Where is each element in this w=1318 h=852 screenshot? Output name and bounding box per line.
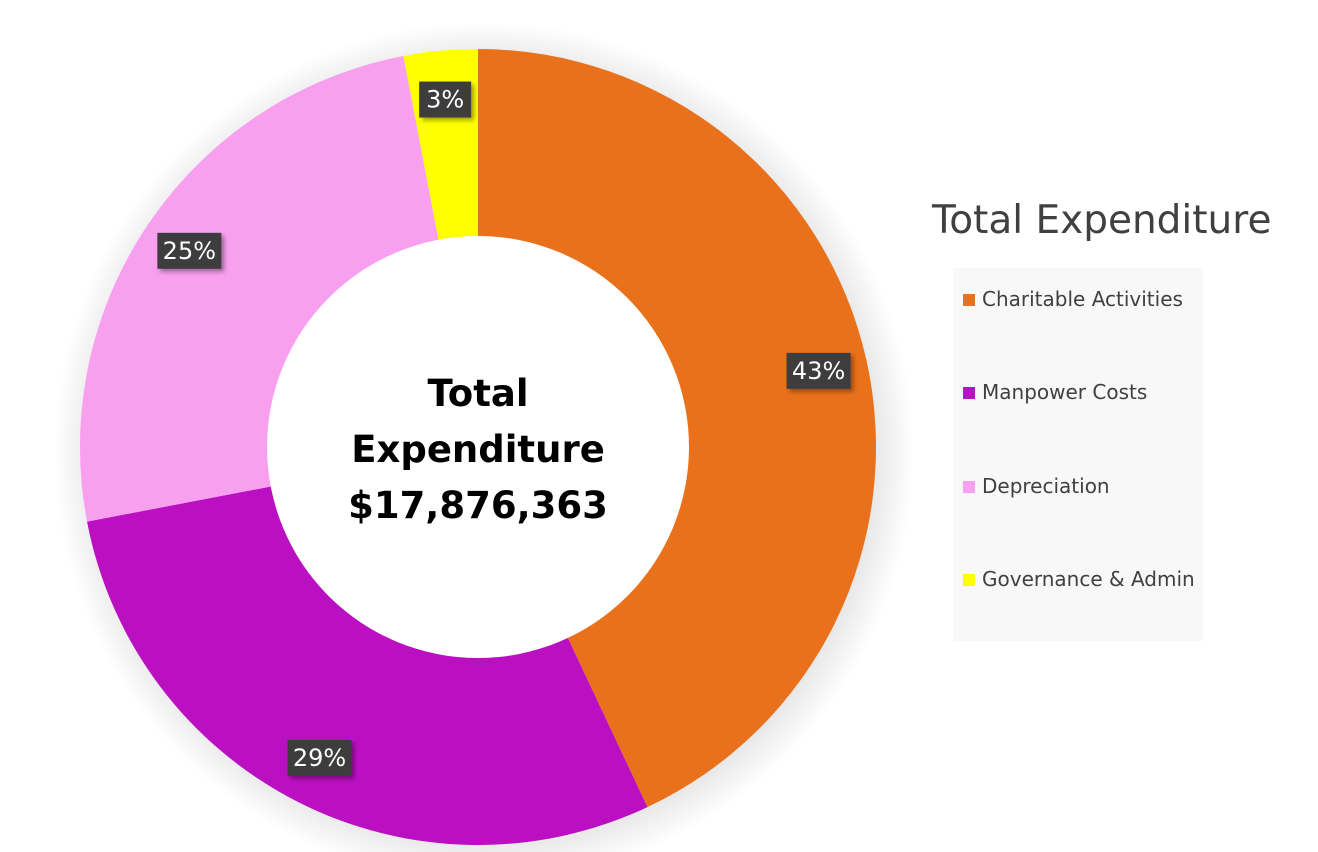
legend-label: Charitable Activities bbox=[982, 287, 1183, 311]
legend-swatch-governance-admin bbox=[963, 574, 975, 586]
legend-title: Total Expenditure bbox=[932, 198, 1272, 243]
data-label-box bbox=[786, 352, 851, 389]
legend-item-manpower-costs[interactable]: Manpower Costs bbox=[963, 378, 1198, 407]
legend-item-charitable-activities[interactable]: Charitable Activities bbox=[963, 285, 1198, 314]
legend: Charitable Activities Manpower Costs Dep… bbox=[953, 268, 1203, 641]
data-label-box bbox=[287, 739, 352, 776]
legend-swatch-manpower-costs bbox=[963, 387, 975, 399]
data-label-governance-and-admin: 3% bbox=[419, 81, 472, 118]
data-label-manpower-costs: 29% bbox=[287, 739, 352, 776]
legend-swatch-charitable-activities bbox=[963, 294, 975, 306]
data-label-charitable-activities: 43% bbox=[786, 352, 851, 389]
legend-label: Governance & Admin bbox=[982, 567, 1195, 591]
data-label-box bbox=[157, 232, 222, 269]
center-label-line-1: Total bbox=[427, 372, 529, 415]
data-label-box bbox=[419, 81, 472, 118]
legend-label: Manpower Costs bbox=[982, 380, 1148, 404]
center-label-total: $17,876,363 bbox=[348, 484, 608, 527]
center-label-line-2: Expenditure bbox=[351, 428, 605, 471]
data-label-depreciation: 25% bbox=[157, 232, 222, 269]
data-label-text: 43% bbox=[792, 357, 845, 385]
legend-item-depreciation[interactable]: Depreciation bbox=[963, 472, 1198, 501]
legend-label: Depreciation bbox=[982, 474, 1110, 498]
center-label: Total Expenditure $17,876,363 bbox=[318, 366, 638, 534]
data-label-text: 3% bbox=[426, 86, 464, 114]
legend-item-governance-admin[interactable]: Governance & Admin bbox=[963, 565, 1198, 594]
donut-chart: 43% 29% 25% 3% bbox=[54, 22, 914, 852]
data-label-text: 25% bbox=[163, 237, 216, 265]
donut-hole bbox=[267, 236, 689, 658]
data-label-text: 29% bbox=[293, 744, 346, 772]
legend-swatch-depreciation bbox=[963, 481, 975, 493]
